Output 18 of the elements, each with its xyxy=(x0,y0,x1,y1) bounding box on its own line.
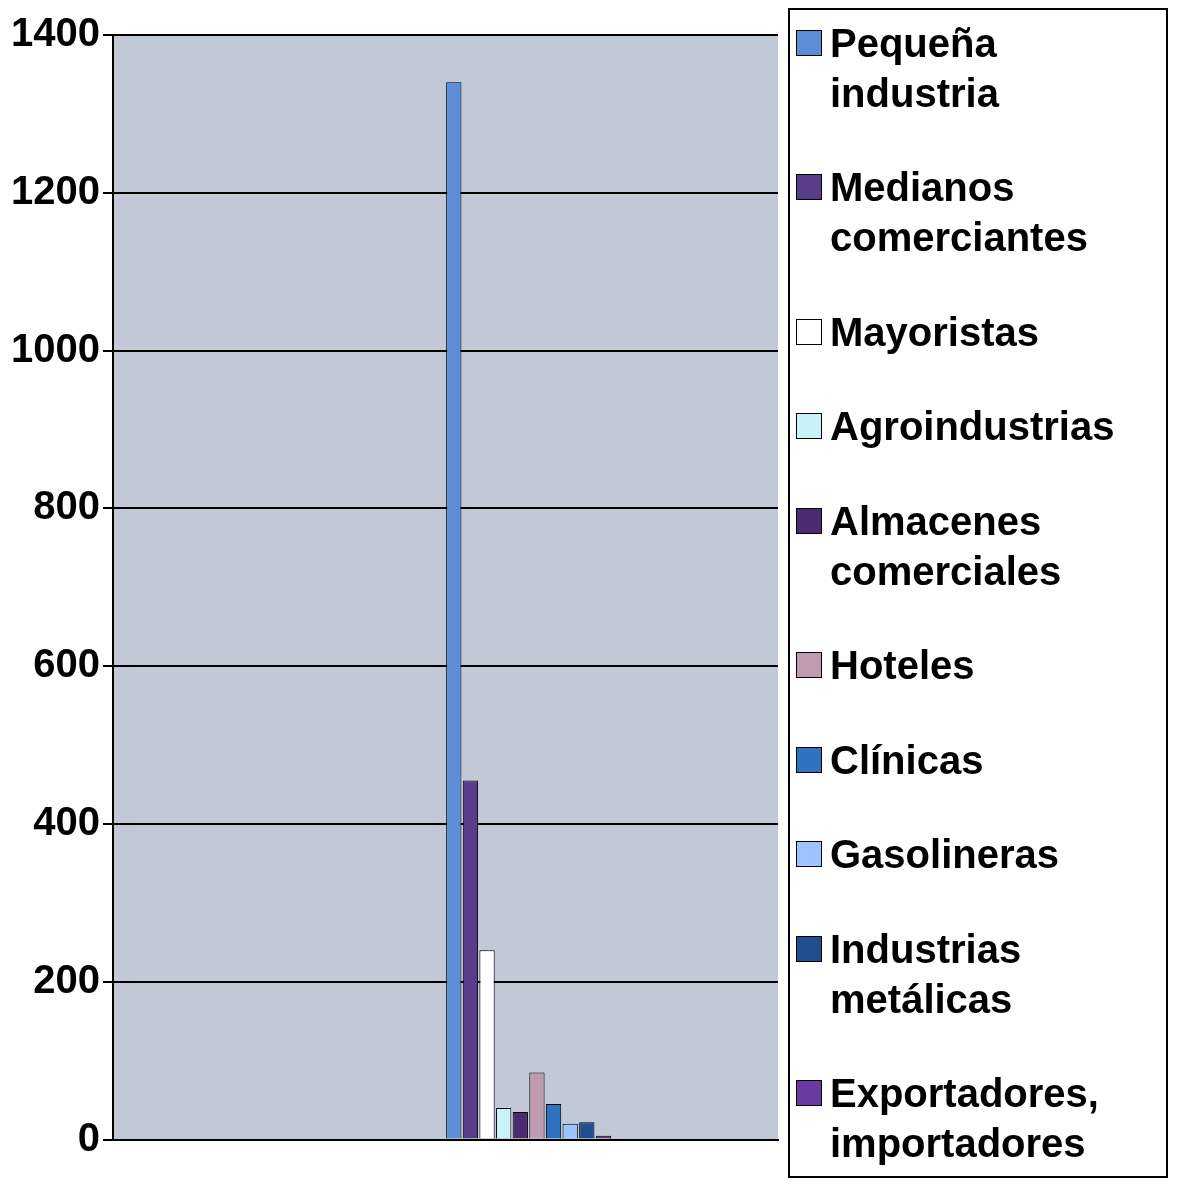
legend-label: Agroindustrias xyxy=(830,403,1115,451)
legend-label: Pequeña industria xyxy=(830,20,1001,117)
legend-label: Almacenes comerciales xyxy=(830,497,1063,595)
legend-label: Medianos comerciantes xyxy=(830,164,1089,262)
legend-label: Exportadores, importadores xyxy=(830,1069,1100,1167)
y-tick-label: 0 xyxy=(77,1114,100,1159)
legend-label: Hoteles xyxy=(830,642,975,690)
y-tick-label: 200 xyxy=(33,956,100,1001)
y-tick-label: 400 xyxy=(33,799,100,844)
legend-label: Gasolineras xyxy=(830,831,1060,879)
legend-label: Mayoristas xyxy=(830,308,1039,356)
y-tick-label: 1000 xyxy=(11,325,100,370)
legend-label: Clínicas xyxy=(830,736,984,784)
legend-label: Industrias metálicas xyxy=(830,925,1023,1023)
y-tick-label: 600 xyxy=(33,641,100,686)
y-tick-label: 1400 xyxy=(11,10,100,55)
y-tick-label: 1200 xyxy=(11,167,100,212)
y-tick-label: 800 xyxy=(33,483,100,528)
